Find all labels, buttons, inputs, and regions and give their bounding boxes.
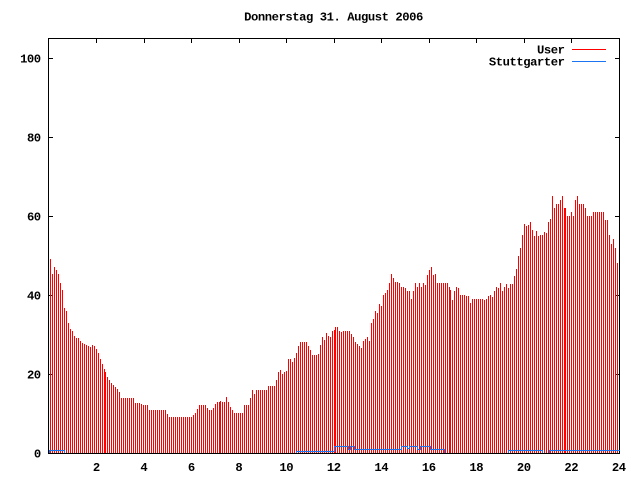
- svg-text:20: 20: [27, 369, 41, 383]
- svg-text:Donnerstag 31. August 2006: Donnerstag 31. August 2006: [244, 10, 423, 24]
- svg-text:14: 14: [374, 461, 388, 475]
- svg-text:4: 4: [140, 461, 147, 475]
- svg-text:18: 18: [469, 461, 483, 475]
- svg-text:16: 16: [422, 461, 436, 475]
- svg-text:10: 10: [279, 461, 293, 475]
- svg-text:12: 12: [327, 461, 341, 475]
- svg-text:Stuttgarter: Stuttgarter: [489, 56, 565, 70]
- svg-text:24: 24: [612, 461, 626, 475]
- svg-text:100: 100: [20, 53, 41, 67]
- svg-text:6: 6: [188, 461, 195, 475]
- svg-text:40: 40: [27, 290, 41, 304]
- svg-text:8: 8: [235, 461, 242, 475]
- svg-text:60: 60: [27, 211, 41, 225]
- svg-text:22: 22: [564, 461, 578, 475]
- svg-text:User: User: [537, 44, 565, 58]
- svg-text:2: 2: [93, 461, 100, 475]
- svg-text:80: 80: [27, 132, 41, 146]
- svg-text:20: 20: [517, 461, 531, 475]
- svg-text:0: 0: [34, 448, 41, 462]
